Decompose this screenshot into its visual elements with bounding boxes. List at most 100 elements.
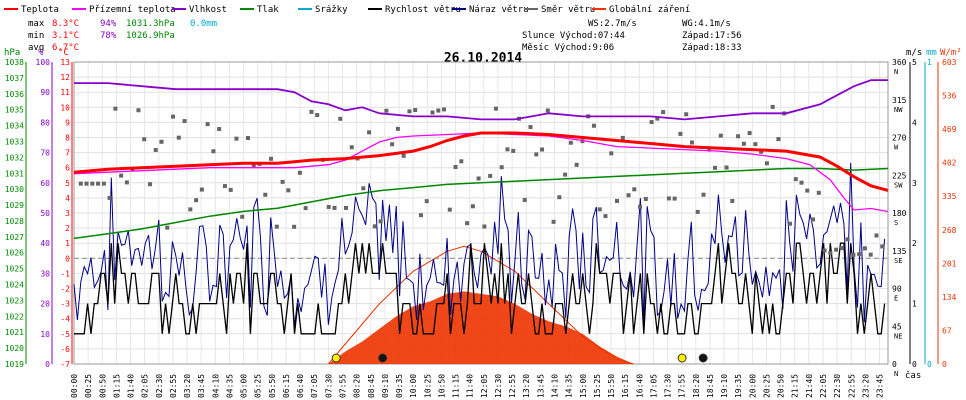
x-tick-label: 05:00 — [240, 374, 249, 398]
direction-point — [101, 181, 106, 186]
x-tick-label: 20:00 — [748, 374, 757, 398]
x-tick-label: 18:45 — [706, 374, 715, 398]
direction-point — [545, 108, 550, 113]
pct-tick: 70 — [40, 149, 50, 158]
direction-point — [424, 199, 429, 204]
temp-tick: 9 — [65, 118, 70, 127]
hpa-tick: 1026 — [5, 249, 24, 258]
direction-point — [349, 145, 354, 150]
legend: Teplota Přízemní teplota Vlhkost Tlak Srážky… — [4, 5, 690, 15]
direction-point — [442, 107, 447, 112]
direction-point — [528, 125, 533, 130]
direction-tick: 180 — [892, 209, 907, 218]
direction-point — [661, 110, 666, 115]
direction-point — [655, 116, 660, 121]
direction-point — [736, 134, 741, 139]
hpa-tick: 1028 — [5, 217, 24, 226]
temp-tick: 10 — [60, 103, 70, 112]
x-tick-label: 20:25 — [762, 374, 771, 398]
direction-point — [176, 135, 181, 140]
direction-point — [834, 247, 839, 252]
direction-point — [839, 246, 844, 251]
x-tick-label: 15:50 — [607, 374, 616, 398]
direction-point — [274, 224, 279, 229]
x-tick-label: 15:00 — [579, 374, 588, 398]
sun-text: Slunce Východ:07:44 — [522, 31, 625, 41]
direction-point — [182, 119, 187, 124]
hpa-tick: 1029 — [5, 201, 24, 210]
x-tick-label: 09:35 — [395, 374, 404, 398]
x-tick-label: 05:50 — [268, 374, 277, 398]
direction-point — [286, 188, 291, 193]
direction-point — [747, 131, 752, 136]
x-tick-label: 01:15 — [112, 374, 121, 398]
direction-point — [730, 198, 735, 203]
direction-point — [309, 109, 314, 114]
direction-point — [159, 139, 164, 144]
direction-point — [436, 108, 441, 113]
pct-axis-title: % — [38, 48, 44, 58]
radiation-tick: 335 — [942, 192, 957, 201]
direction-point — [263, 192, 268, 197]
pct-tick: 60 — [40, 179, 50, 188]
ms-tick: 2 — [912, 239, 917, 248]
direction-point — [724, 165, 729, 170]
direction-point — [534, 152, 539, 157]
radiation-tick: 536 — [942, 92, 957, 101]
direction-point — [776, 137, 781, 142]
x-tick-label: 13:20 — [522, 374, 531, 398]
direction-point — [868, 252, 873, 257]
x-tick-label: 17:05 — [649, 374, 658, 398]
direction-point — [540, 147, 545, 152]
direction-point — [384, 108, 389, 113]
direction-point — [361, 186, 366, 191]
max-temp: 8.3°C — [52, 19, 79, 29]
direction-point — [447, 207, 452, 212]
x-tick-label: 06:40 — [296, 374, 305, 398]
x-tick-label: 06:15 — [282, 374, 291, 398]
mm-tick: 0 — [927, 360, 932, 369]
direction-point — [713, 165, 718, 170]
x-tick-label: 07:55 — [339, 374, 348, 398]
direction-point — [811, 217, 816, 222]
direction-point — [643, 196, 648, 201]
direction-point — [142, 137, 147, 142]
direction-point — [718, 133, 723, 138]
humidity-line — [74, 79, 888, 121]
avg-label: avg — [28, 43, 44, 53]
grid — [73, 61, 889, 365]
moon-marker — [698, 353, 708, 363]
x-tick-label: 01:40 — [127, 374, 136, 398]
ground-temperature-line — [73, 132, 889, 213]
ms-tick: 4 — [912, 118, 917, 127]
direction-tick: 360 — [892, 58, 907, 67]
x-tick-label: 22:55 — [847, 374, 856, 398]
legend-label: Srážky — [315, 5, 348, 15]
hpa-tick: 1023 — [5, 296, 24, 305]
direction-point — [470, 204, 475, 209]
direction-point — [793, 177, 798, 182]
moon-text: Měsíc Východ:9:06 — [522, 43, 614, 53]
pct-tick: 20 — [40, 300, 50, 309]
temp-axis-title: °C — [58, 48, 69, 58]
direction-point — [401, 153, 406, 158]
direction-letter: E — [894, 295, 898, 303]
temp-tick: 3 — [65, 209, 70, 218]
hpa-tick: 1027 — [5, 233, 24, 242]
pct-tick: 30 — [40, 269, 50, 278]
direction-point — [292, 224, 297, 229]
direction-point — [557, 195, 562, 200]
ms-tick: 5 — [912, 58, 917, 67]
moon-marker — [378, 353, 388, 363]
x-tick-label: 17:30 — [664, 374, 673, 398]
direction-point — [707, 147, 712, 152]
min-temp: 3.1°C — [52, 31, 79, 41]
direction-point — [78, 181, 83, 186]
legend-label: Tlak — [257, 5, 279, 15]
ms-tick: 0 — [912, 360, 917, 369]
stats-block: max 8.3°C 94% 1031.3hPa 0.0mm min 3.1°C … — [28, 19, 217, 53]
direction-point — [332, 205, 337, 210]
direction-letter: S — [894, 219, 898, 227]
direction-point — [493, 106, 498, 111]
